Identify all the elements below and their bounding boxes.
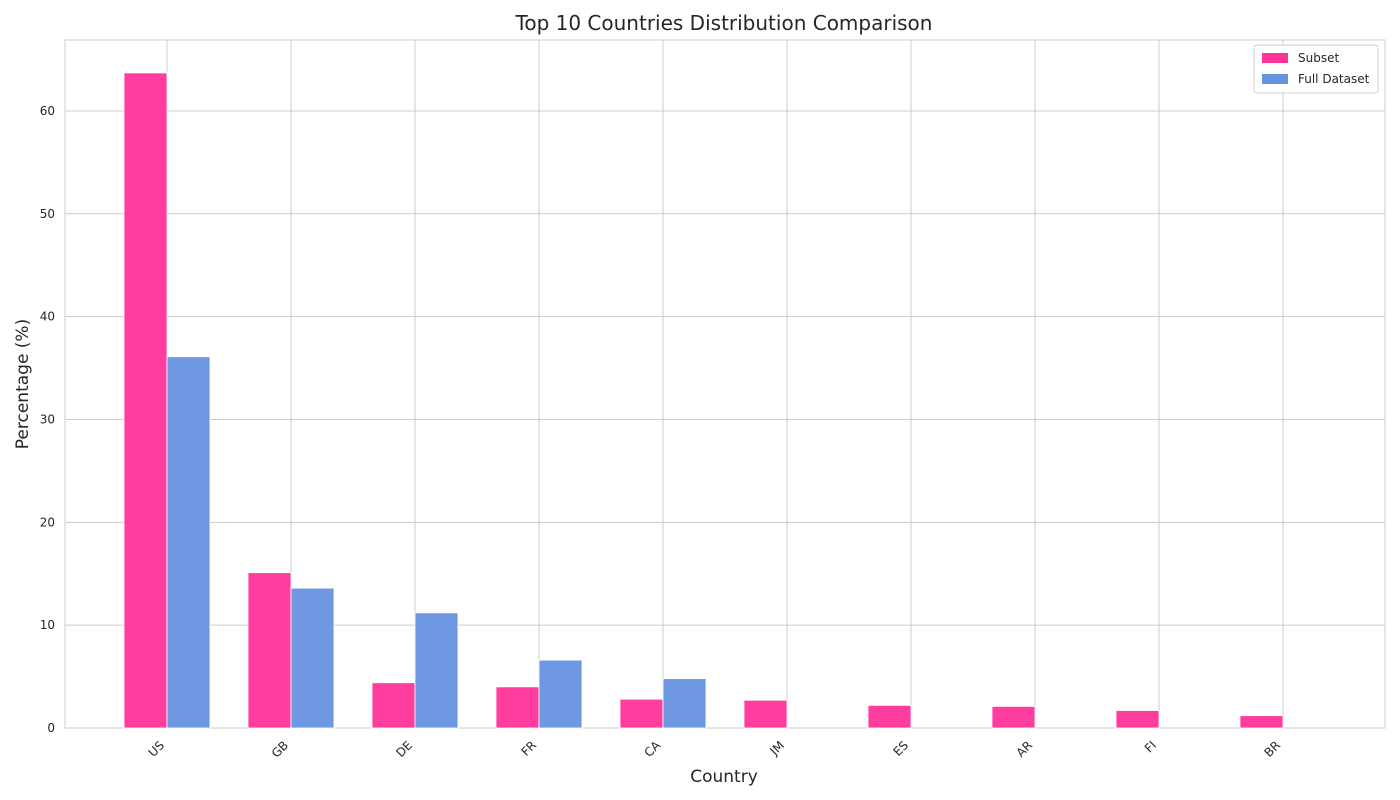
y-tick-label: 20 [40,515,55,529]
y-tick-label: 0 [47,721,55,735]
bar-subset-fr [495,686,540,729]
x-axis-ticks: US GB DE FR CA JM ES AR FI BR [146,738,1284,761]
bar-subset-us [123,72,168,729]
y-tick-label: 10 [40,618,55,632]
bar-full-dataset-ca [662,678,707,729]
legend-swatch-full-dataset [1262,74,1288,84]
bar-full-dataset-de [414,612,459,729]
x-tick-label: GB [269,738,291,760]
y-tick-label: 40 [40,310,55,324]
bar-subset-es [867,704,912,729]
bar-full-dataset-fr [538,659,583,729]
x-tick-label: ES [890,738,911,759]
y-axis-label: Percentage (%) [13,319,33,449]
chart-title: Top 10 Countries Distribution Comparison [515,11,933,35]
x-tick-label: BR [1261,738,1283,760]
x-tick-label: CA [641,738,663,760]
x-tick-label: FR [518,738,539,759]
x-tick-label: DE [393,738,415,760]
x-axis-label: Country [690,767,758,787]
legend-label-full-dataset: Full Dataset [1298,72,1370,86]
bar-subset-ar [991,706,1036,729]
bar-subset-jm [743,699,788,729]
bar-subset-gb [247,572,292,729]
x-tick-label: AR [1014,738,1036,760]
y-tick-label: 50 [40,207,55,221]
bar-full-dataset-us [166,356,211,729]
bar-subset-fi [1115,710,1160,729]
x-tick-label: JM [767,738,787,758]
y-tick-label: 60 [40,104,55,118]
bar-full-dataset-gb [290,587,335,729]
x-tick-label: FI [1142,738,1159,755]
y-tick-label: 30 [40,412,55,426]
bar-subset-br [1239,715,1284,729]
y-axis-ticks: 0 10 20 30 40 50 60 [40,104,55,735]
legend-swatch-subset [1262,53,1288,63]
bars [123,72,1284,729]
bar-subset-ca [619,698,664,729]
legend: Subset Full Dataset [1253,44,1379,94]
x-tick-label: US [146,738,168,760]
bar-subset-de [371,682,416,729]
legend-label-subset: Subset [1298,51,1339,65]
